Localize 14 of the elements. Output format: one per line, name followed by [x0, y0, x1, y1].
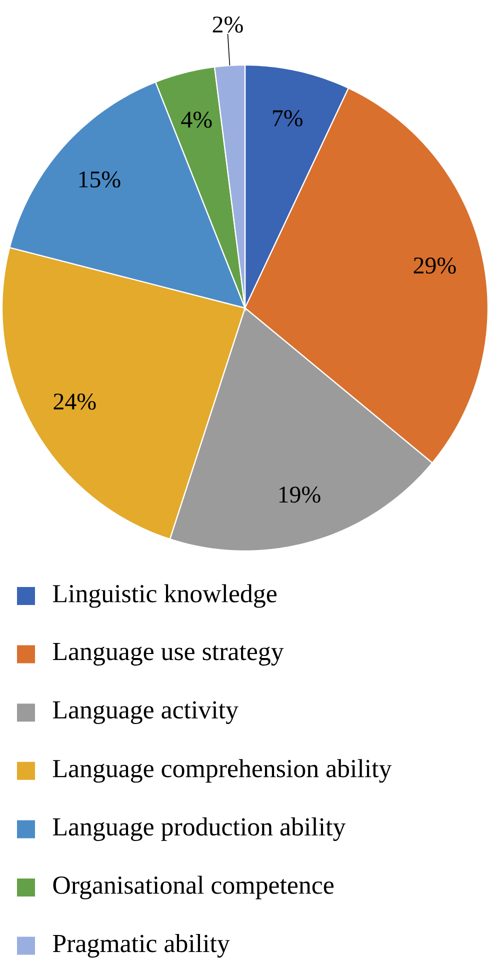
data-label: 19%: [279, 486, 320, 503]
data-label: 7%: [273, 110, 303, 126]
legend-label: Organisational competence: [53, 876, 334, 900]
data-label: 2%: [212, 16, 243, 33]
legend-label: Language comprehension ability: [52, 759, 392, 783]
legend-label: Linguistic knowledge: [52, 584, 276, 608]
data-label: 29%: [414, 257, 456, 274]
legend-label: Language use strategy: [52, 643, 284, 666]
data-label: 24%: [54, 394, 96, 410]
legend-label: Language production ability: [52, 817, 346, 841]
data-label: 15%: [79, 171, 120, 188]
legend-label: Pragmatic ability: [52, 934, 230, 958]
data-label: 4%: [181, 112, 212, 128]
legend-label: Language activity: [52, 701, 238, 724]
